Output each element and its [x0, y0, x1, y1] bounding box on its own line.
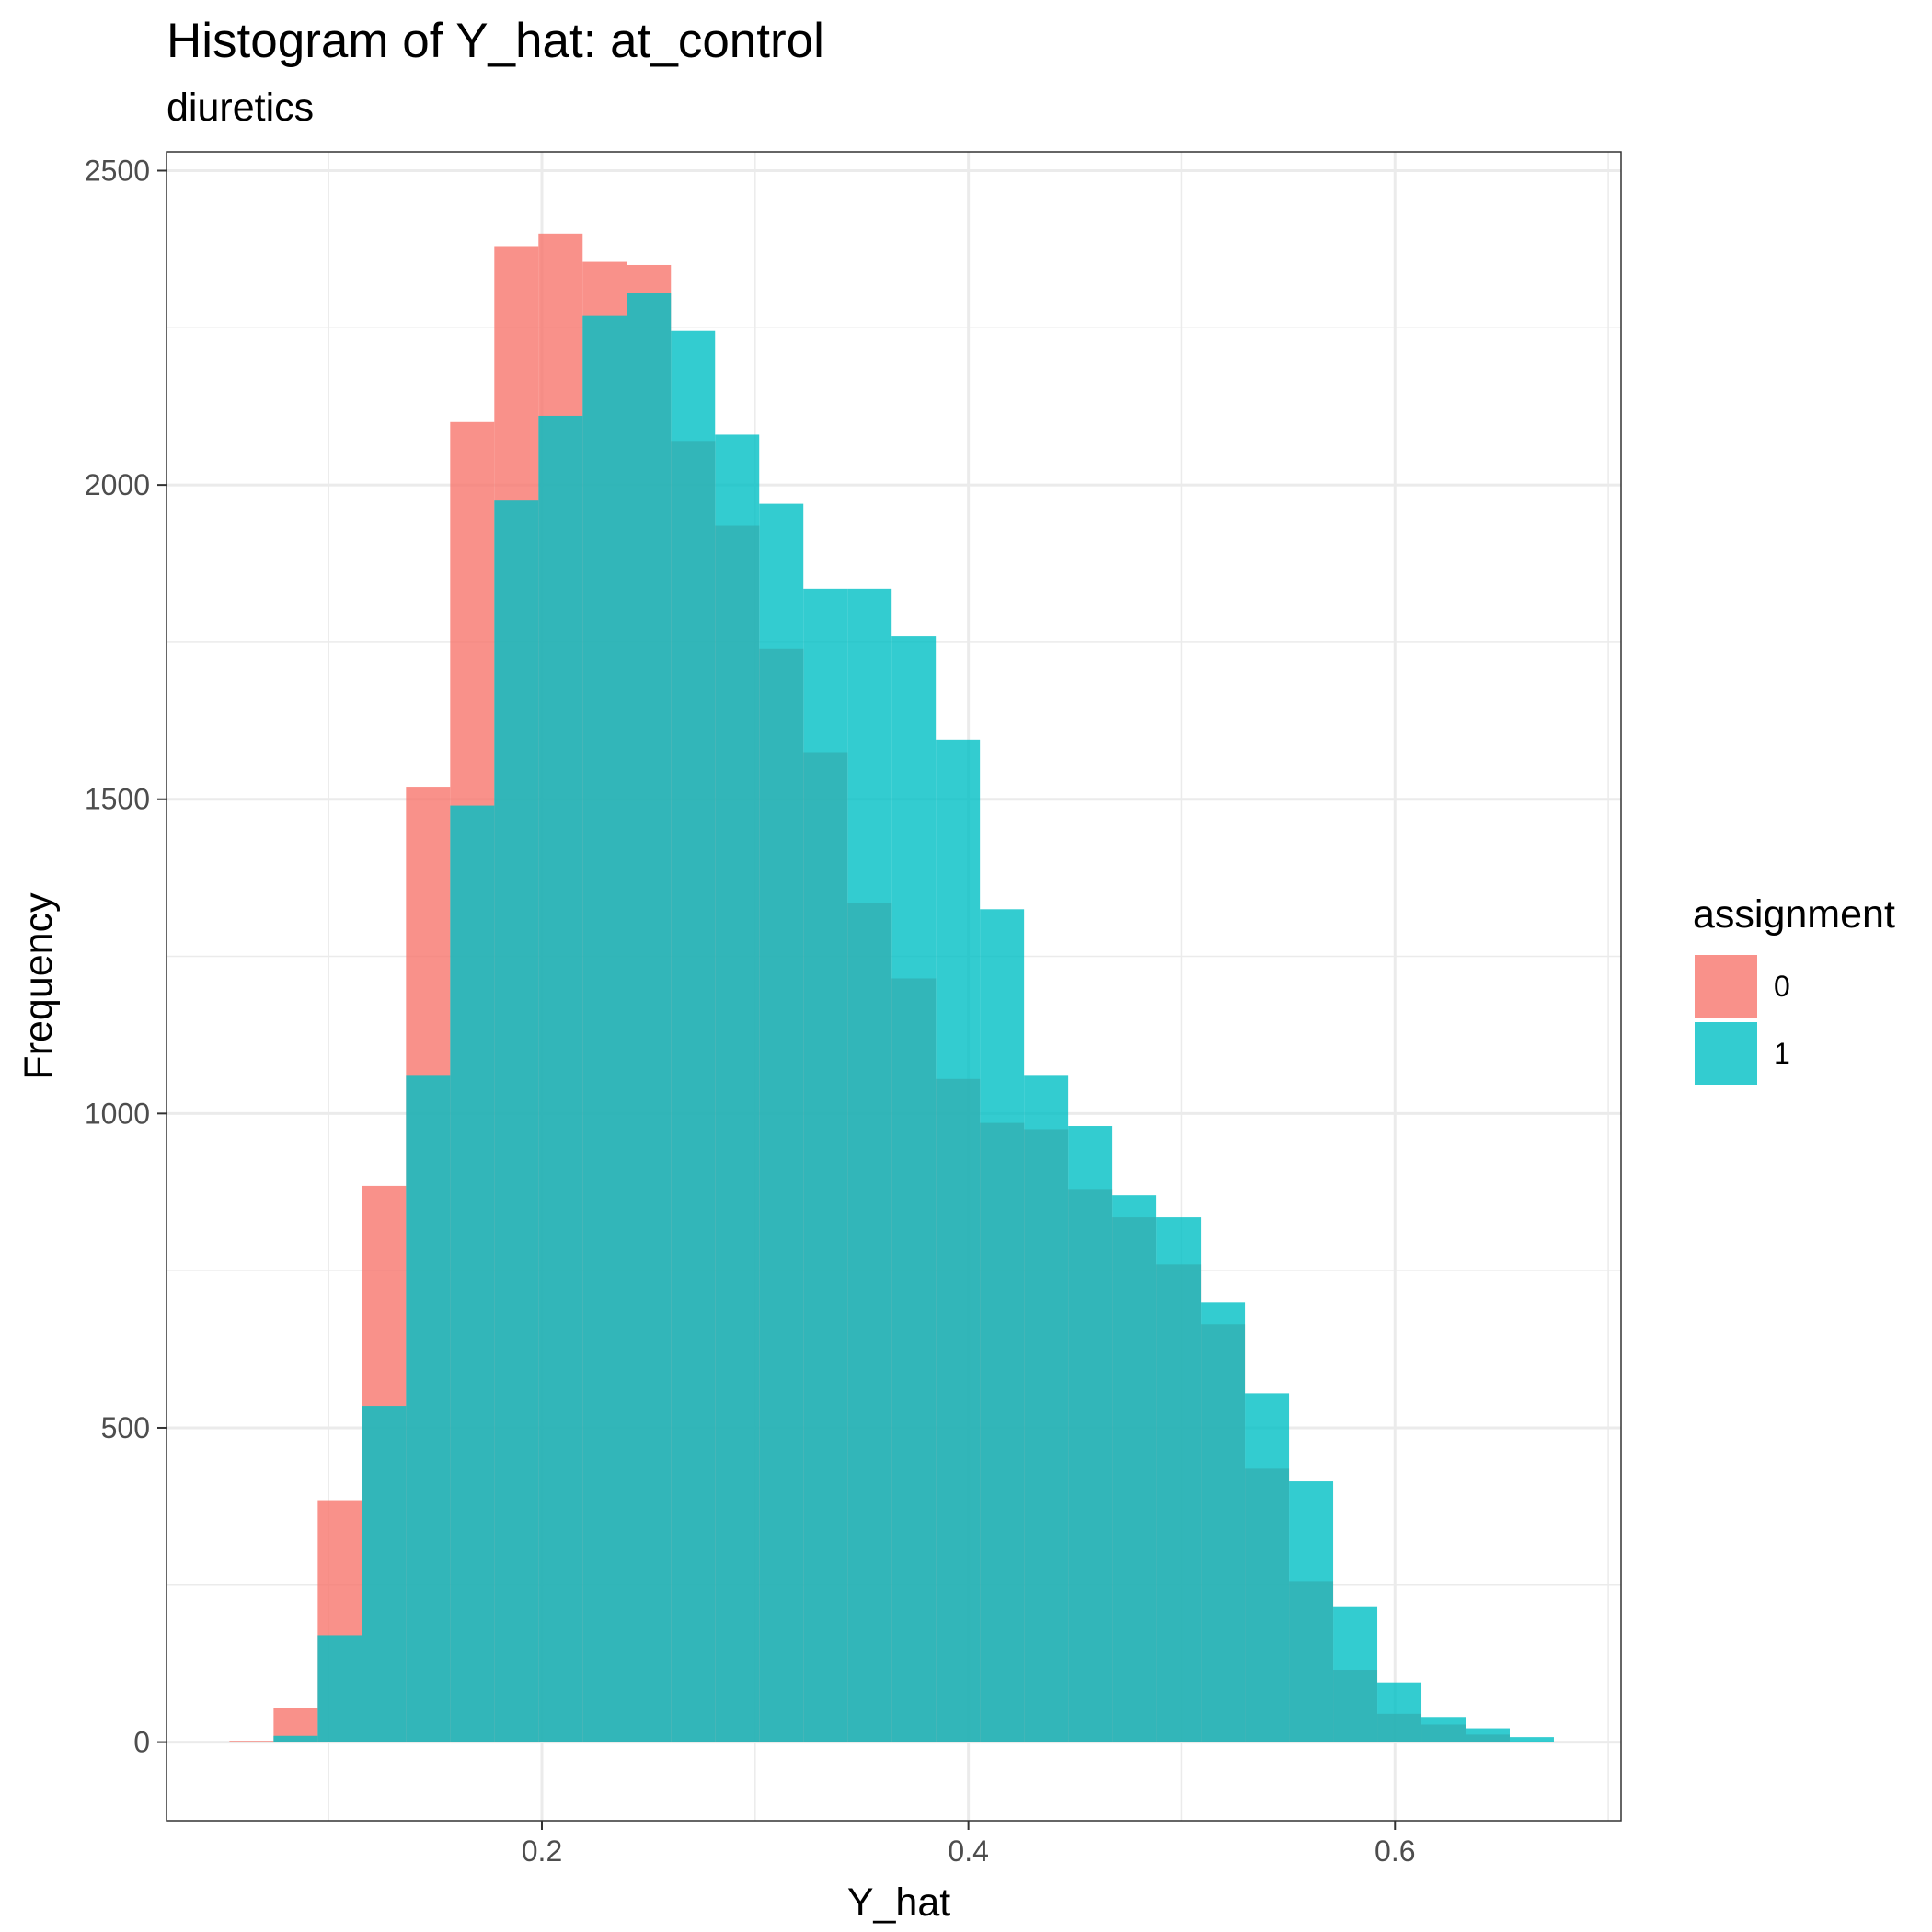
- bar-series-1-bin-20: [1112, 1195, 1157, 1742]
- y-tick-label: 1000: [85, 1097, 150, 1130]
- bar-series-1-bin-4: [406, 1075, 451, 1742]
- legend: assignment 0 1: [1693, 892, 1895, 1085]
- bar-series-1-bin-12: [759, 503, 804, 1742]
- bar-series-1-bin-6: [494, 500, 539, 1742]
- bar-series-1-bin-3: [362, 1406, 407, 1742]
- legend-key-1: [1695, 1022, 1757, 1085]
- bar-series-1-bin-14: [847, 588, 892, 1742]
- legend-key-0: [1695, 955, 1757, 1018]
- bar-series-1-bin-17: [980, 909, 1025, 1742]
- bar-series-1-bin-19: [1068, 1126, 1113, 1742]
- y-axis-title: Frequency: [17, 892, 61, 1080]
- x-axis-title: Y_hat: [847, 1880, 950, 1925]
- y-tick-label: 2500: [85, 154, 150, 187]
- y-tick-label: 2000: [85, 468, 150, 501]
- bar-series-1-bin-28: [1466, 1728, 1510, 1742]
- bar-series-1-bin-11: [715, 434, 760, 1742]
- y-axis-ticks: 0 500 1000 1500 2000 2500: [85, 154, 167, 1759]
- x-tick-label: 0.2: [522, 1834, 562, 1868]
- legend-label-0: 0: [1774, 970, 1790, 1003]
- bar-series-1-bin-5: [450, 805, 495, 1742]
- bar-series-1-bin-2: [317, 1635, 362, 1742]
- y-tick-label: 500: [101, 1411, 150, 1444]
- bar-series-1-bin-23: [1245, 1393, 1290, 1742]
- chart-title: Histogram of Y_hat: at_control: [167, 14, 824, 68]
- bar-series-0-bin-0: [229, 1741, 274, 1742]
- legend-title: assignment: [1693, 892, 1895, 937]
- bar-series-1-bin-10: [671, 330, 716, 1742]
- bar-series-1-bin-21: [1156, 1217, 1202, 1742]
- x-tick-label: 0.4: [948, 1834, 988, 1868]
- bar-series-1-bin-26: [1377, 1682, 1422, 1742]
- bar-series-1-bin-15: [891, 636, 937, 1742]
- histogram-bars: [229, 233, 1554, 1742]
- bar-series-1-bin-13: [803, 588, 848, 1742]
- y-tick-label: 0: [133, 1726, 150, 1759]
- bar-series-1-bin-16: [936, 739, 981, 1742]
- bar-series-1-bin-29: [1509, 1737, 1554, 1742]
- y-tick-label: 1500: [85, 783, 150, 816]
- bar-series-1-bin-8: [582, 315, 627, 1742]
- bar-series-1-bin-1: [273, 1735, 318, 1742]
- bar-series-1-bin-27: [1421, 1717, 1466, 1742]
- bar-series-1-bin-7: [538, 415, 583, 1742]
- legend-label-1: 1: [1774, 1037, 1790, 1070]
- series-1: [273, 293, 1554, 1742]
- chart-subtitle: diuretics: [167, 86, 314, 130]
- panel-border: [166, 151, 1622, 1822]
- bar-series-1-bin-25: [1333, 1606, 1378, 1742]
- bar-series-1-bin-18: [1024, 1075, 1069, 1742]
- x-tick-label: 0.6: [1374, 1834, 1415, 1868]
- bar-series-1-bin-24: [1289, 1481, 1334, 1742]
- bar-series-1-bin-9: [627, 293, 672, 1742]
- bar-series-1-bin-22: [1201, 1302, 1246, 1742]
- x-axis-ticks: 0.2 0.4 0.6: [522, 1821, 1416, 1868]
